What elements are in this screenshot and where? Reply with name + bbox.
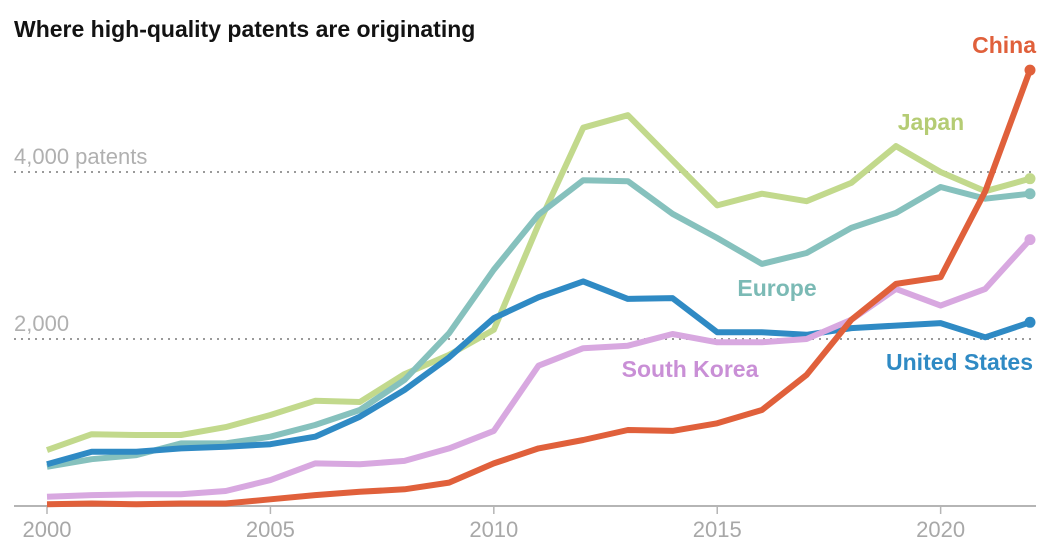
series-label-south-korea: South Korea (622, 356, 759, 382)
series-endpoint-europe (1025, 188, 1036, 199)
series-line-japan (47, 115, 1030, 450)
series-line-south-korea (47, 240, 1030, 497)
series-label-china: China (972, 32, 1036, 58)
x-tick-label: 2015 (693, 517, 742, 542)
series-line-united-states (47, 281, 1030, 464)
series-endpoint-japan (1025, 173, 1036, 184)
series-line-china (47, 70, 1030, 504)
y-tick-label: 2,000 (14, 311, 69, 336)
y-tick-label: 4,000 patents (14, 144, 147, 169)
series-label-japan: Japan (898, 109, 964, 135)
chart-title: Where high-quality patents are originati… (14, 16, 475, 42)
x-tick-label: 2000 (23, 517, 72, 542)
series-endpoint-south-korea (1025, 234, 1036, 245)
line-chart: Where high-quality patents are originati… (0, 0, 1050, 549)
x-tick-label: 2005 (246, 517, 295, 542)
x-tick-label: 2010 (469, 517, 518, 542)
series-label-united-states: United States (886, 349, 1033, 375)
series-endpoint-china (1025, 65, 1036, 76)
series-endpoint-united-states (1025, 317, 1036, 328)
x-tick-label: 2020 (916, 517, 965, 542)
series-label-europe: Europe (737, 275, 816, 301)
